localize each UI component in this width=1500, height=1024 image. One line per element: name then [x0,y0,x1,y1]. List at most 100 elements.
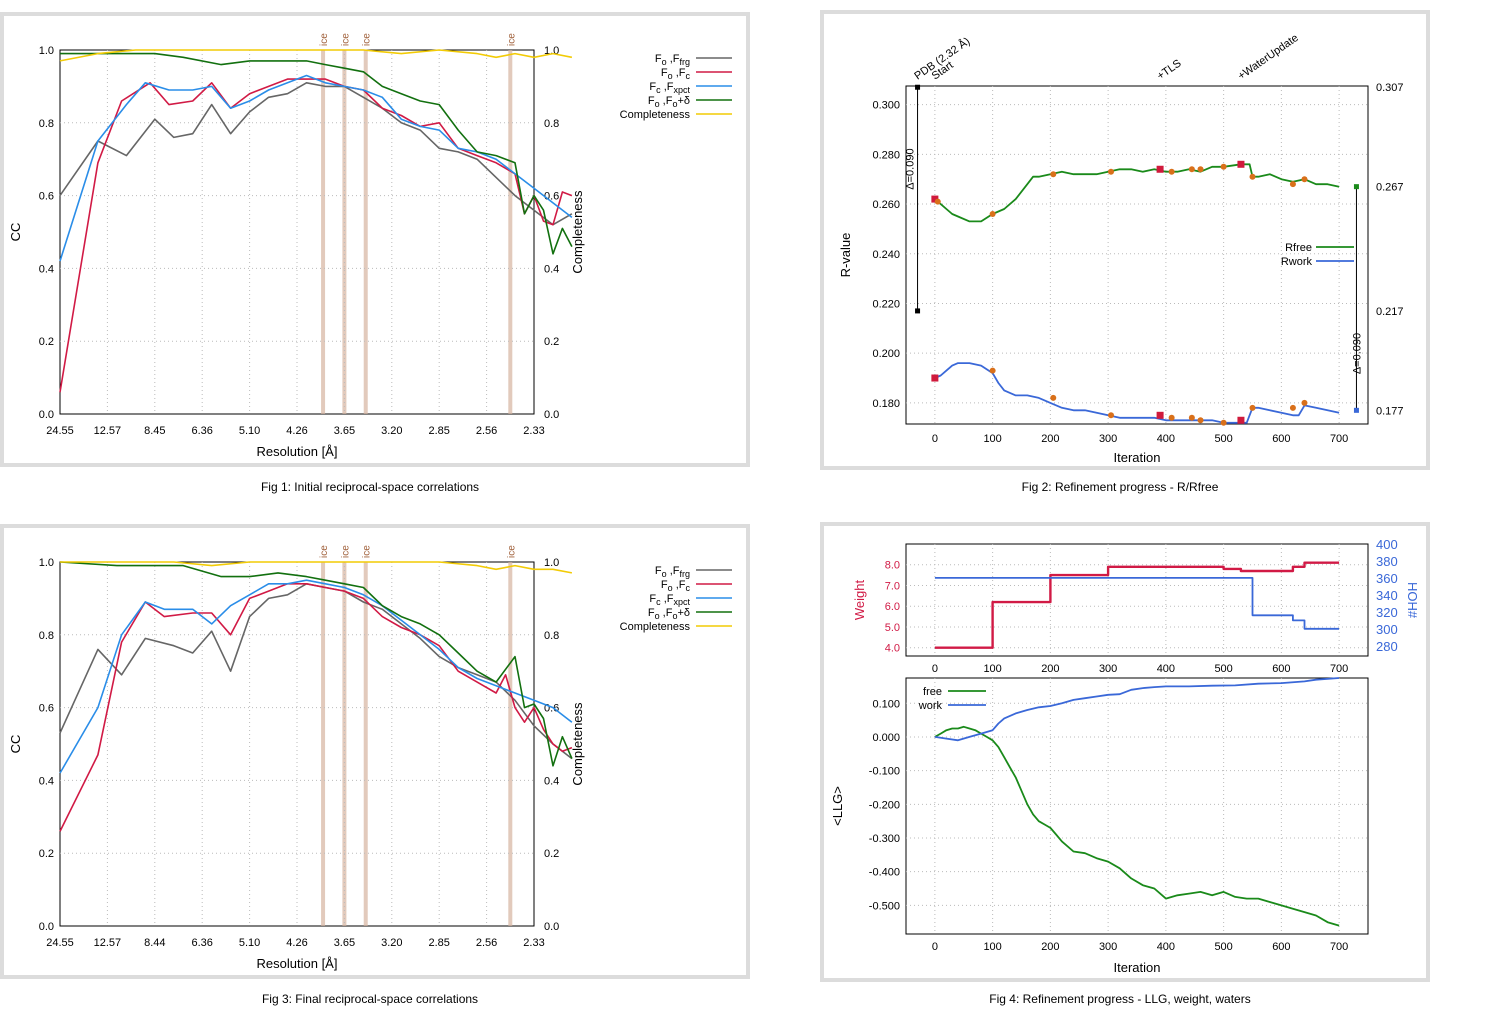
fig3-y2tick-label: 1.0 [544,557,559,569]
fig1-ice-band [508,50,513,414]
fig4-top-xtick-label: 600 [1272,663,1290,675]
fig2-orange-marker [1168,414,1175,421]
fig3-plot-frame [59,561,535,927]
fig3-y2tick-label: 0.2 [544,848,559,860]
fig4-bottom-plot-frame [905,677,1369,935]
fig2-ylabel: R-value [838,233,853,278]
fig1-xtick-label: 5.10 [239,425,260,437]
fig1-ice-band [363,50,368,414]
fig2-annotation-label: +WaterUpdate [1236,32,1301,82]
fig1-y2tick-label: 0.0 [544,409,559,421]
fig4-top-y2tick-label: 360 [1376,571,1398,586]
fig2-orange-marker [934,198,941,205]
fig1-y2tick-label: 0.8 [544,118,559,130]
fig2-ytick-label: 0.300 [872,100,900,112]
fig2-orange-marker [1289,404,1296,411]
fig4-top-xtick-label: 500 [1214,663,1232,675]
fig1-y2label: Completeness [570,190,585,274]
fig3-xtick-label: 4.26 [286,937,307,949]
fig3-y2tick-label: 0.8 [544,630,559,642]
fig1-legend-label: Completeness [620,109,691,121]
fig1-xtick-label: 8.45 [144,425,165,437]
fig4-bottom-ytick-label: -0.300 [869,833,900,845]
fig1-ytick-label: 0.0 [39,409,54,421]
fig4-top-y2tick-label: 280 [1376,639,1398,654]
fig3-ice-label: ice [362,545,373,558]
fig2-xtick-label: 100 [983,433,1001,445]
fig2-orange-marker [1188,414,1195,421]
fig1-ytick-label: 0.6 [39,191,54,203]
fig2-orange-marker [1050,394,1057,401]
fig2-xtick-label: 600 [1272,433,1290,445]
fig4-top-ytick-label: 4.0 [885,643,900,655]
fig4-bottom-xlabel: Iteration [1114,960,1161,975]
fig1-xtick-label: 3.20 [381,425,402,437]
fig2-orange-marker [1197,417,1204,424]
fig1-xtick-label: 4.26 [286,425,307,437]
fig4-top-xtick-label: 100 [983,663,1001,675]
fig4-top-xtick-label: 400 [1157,663,1175,675]
fig4-series-weight [934,561,1340,649]
fig2-legend-label: Rfree [1285,242,1312,254]
fig1-ytick-label: 0.2 [39,336,54,348]
fig3-legend-label: Fo ,Ffrg [655,565,690,579]
fig1-xtick-label: 2.56 [476,425,497,437]
fig1-y2tick-label: 0.6 [544,191,559,203]
fig1-ylabel: CC [8,223,23,242]
fig4-bottom-ytick-label: 0.100 [872,698,900,710]
fig4-series-hoh [934,577,1340,630]
fig2-orange-marker [1197,166,1204,173]
fig3-xtick-label: 3.20 [381,937,402,949]
fig3-xlabel: Resolution [Å] [257,956,338,971]
fig2-xlabel: Iteration [1114,450,1161,465]
fig4-bottom-xtick-label: 700 [1330,941,1348,953]
fig2-orange-marker [1108,168,1115,175]
fig4-panel: 0 100 200 300 400 500 600 700 4.0 5.0 6.0 7.0 8.0 280… [820,522,1430,982]
fig1-legend-label: Fo ,Fc [661,67,691,81]
fig2-pdb-rwork-marker [915,308,921,314]
fig4-bottom-xtick-label: 400 [1157,941,1175,953]
fig1-ice-label: ice [319,33,330,46]
fig2-orange-marker [1301,399,1308,406]
fig1-ice-band [342,50,347,414]
fig2-caption: Fig 2: Refinement progress - R/Rfree [1021,480,1219,494]
fig4-series-work [934,677,1340,742]
fig3-xtick-label: 12.57 [94,937,122,949]
fig3-series-fo_fo_delta [59,561,573,767]
fig3-xtick-label: 3.65 [334,937,355,949]
fig2-y2tick-label: 0.267 [1376,182,1404,194]
fig1-ice-label: ice [362,33,373,46]
fig2-red-marker [931,195,939,203]
fig2-plot-frame [905,85,1369,425]
fig3-legend-label: Completeness [620,621,691,633]
fig3-legend-label: Fo ,Fo+δ [648,607,690,621]
fig1-xtick-label: 2.85 [428,425,449,437]
fig3-ytick-label: 0.0 [39,921,54,933]
fig4-bottom-ytick-label: 0.000 [872,732,900,744]
fig2-orange-marker [1289,181,1296,188]
fig4-legend-label: free [923,686,942,698]
fig4-caption: Fig 4: Refinement progress - LLG, weight… [989,992,1251,1006]
fig4-top-ytick-label: 7.0 [885,580,900,592]
fig4-bottom-xtick-label: 0 [932,941,938,953]
fig4-top-plot-frame [905,543,1369,657]
fig2-red-marker [1237,160,1245,168]
fig2-xtick-label: 300 [1099,433,1117,445]
fig3-legend-label: Fc ,Fxpct [649,593,690,607]
fig3-ylabel: CC [8,735,23,754]
fig4-bottom-xtick-label: 100 [983,941,1001,953]
fig2-orange-marker [1249,173,1256,180]
fig2-end-rfree-marker [1353,184,1359,190]
fig4-bottom-ytick-label: -0.500 [869,900,900,912]
fig2-xtick-label: 0 [932,433,938,445]
fig4-bottom-xtick-label: 300 [1099,941,1117,953]
fig2-annotation-label: +TLS [1155,57,1184,82]
fig4-top-y2tick-label: 300 [1376,622,1398,637]
fig2-red-marker [1156,411,1164,419]
fig2-orange-marker [1108,412,1115,419]
fig3-ice-label: ice [506,545,517,558]
fig3-ytick-label: 1.0 [39,557,54,569]
fig3-y2tick-label: 0.0 [544,921,559,933]
fig4-legend-label: work [918,700,943,712]
